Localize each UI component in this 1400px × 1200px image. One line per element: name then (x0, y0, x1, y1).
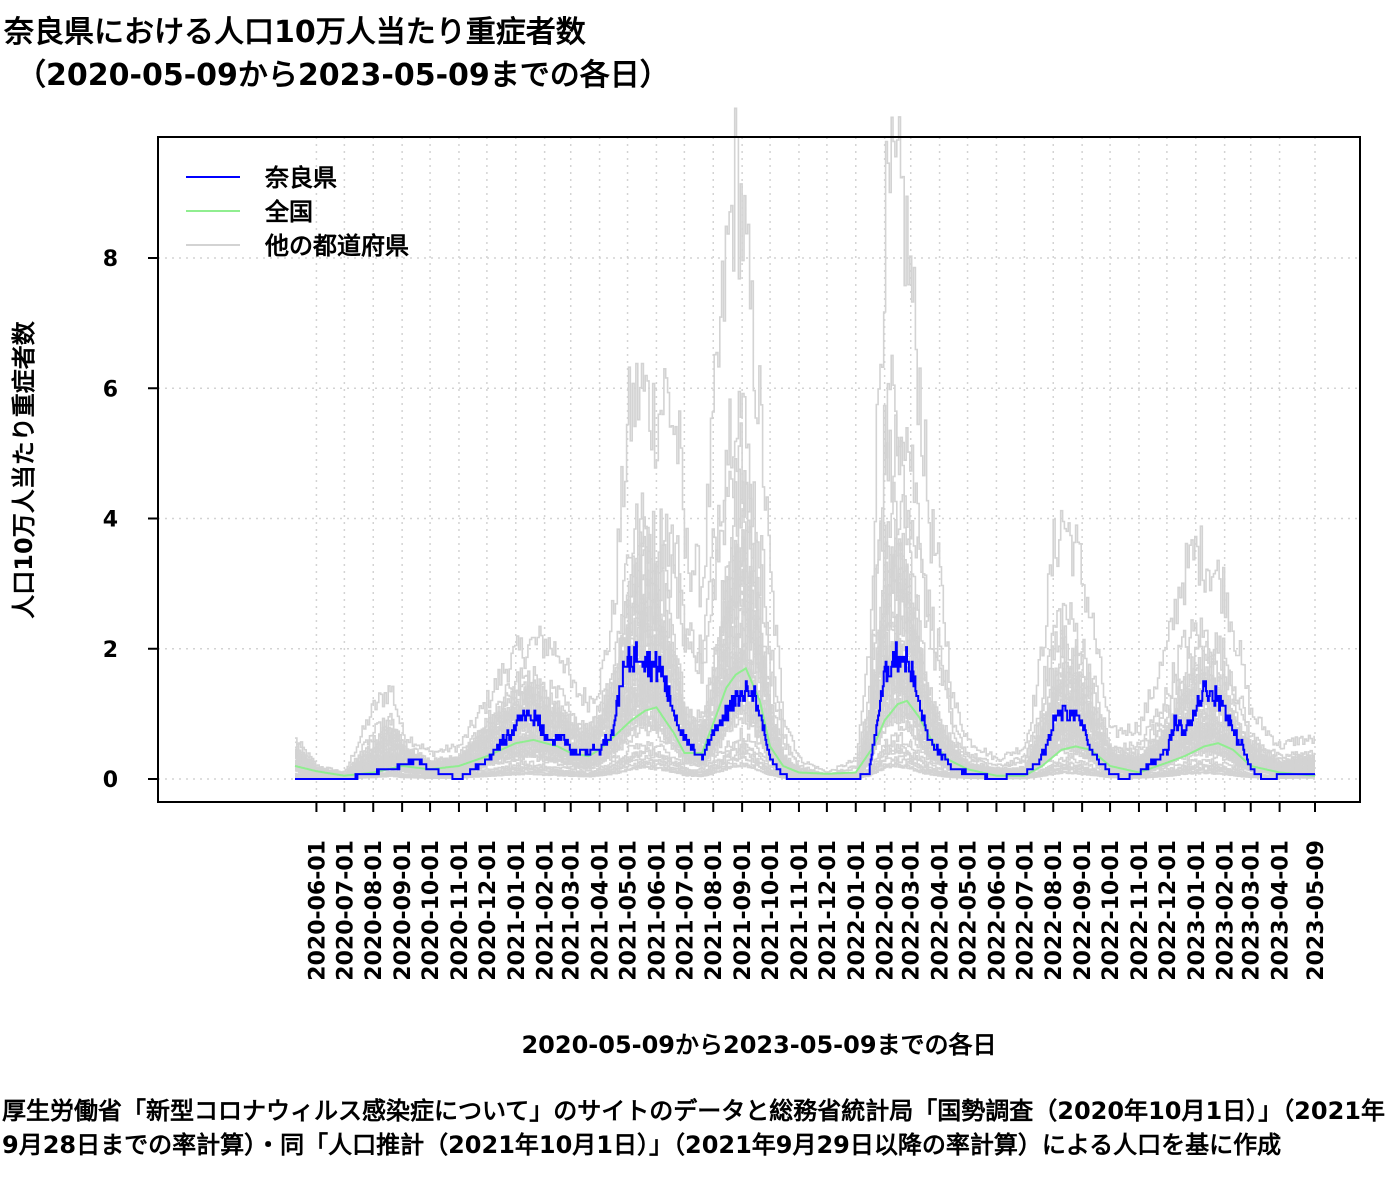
x-tick-label: 2022-10-01 (1099, 840, 1124, 981)
x-tick-label: 2022-01-01 (845, 840, 870, 981)
x-tick-label: 2022-09-01 (1071, 840, 1096, 981)
x-tick-label: 2023-01-01 (1185, 840, 1210, 981)
x-tick-label: 2022-02-01 (874, 840, 899, 981)
plot-frame (157, 136, 1361, 803)
x-tick-label: 2021-08-01 (702, 840, 727, 981)
x-tick-label: 2021-07-01 (673, 840, 698, 981)
x-tick-label: 2022-05-01 (957, 840, 982, 981)
x-tick-label: 2020-10-01 (419, 840, 444, 981)
legend-label-nara: 奈良県 (264, 164, 337, 192)
y-axis: 0 2 4 6 8 (103, 247, 158, 793)
x-tick-label: 2022-07-01 (1013, 840, 1038, 981)
y-tick-label: 2 (103, 638, 118, 663)
y-axis-title: 人口10万人当たり重症者数 (10, 320, 38, 618)
x-axis: 2020-06-01 2020-07-01 2020-08-01 2020-09-01… (305, 802, 1329, 981)
x-tick-label: 2021-06-01 (645, 840, 670, 981)
legend-label-others: 他の都道府県 (264, 232, 409, 260)
x-axis-title: 2020-05-09から2023-05-09までの各日 (521, 1031, 996, 1059)
x-tick-label: 2023-04-01 (1269, 840, 1294, 981)
x-tick-label: 2023-05-09 (1304, 840, 1329, 981)
chart-title-line1: 奈良県における人口10万人当たり重症者数 (4, 15, 586, 50)
x-tick-label: 2022-11-01 (1128, 840, 1153, 981)
x-tick-label: 2020-11-01 (448, 840, 473, 981)
national-line-layer (294, 666, 1315, 777)
chart-title-line2: （2020-05-09から2023-05-09までの各日） (16, 58, 670, 93)
x-tick-label: 2023-03-01 (1240, 840, 1265, 981)
x-tick-label: 2022-03-01 (900, 840, 925, 981)
other-prefectures-lines (295, 107, 1315, 780)
legend: 奈良県 全国 他の都道府県 (186, 164, 409, 260)
legend-label-national: 全国 (264, 198, 313, 226)
source-note: 厚生労働省「新型コロナウィルス感染症について」のサイトのデータと総務省統計局「国… (2, 1097, 1385, 1159)
x-tick-label: 2022-06-01 (985, 840, 1010, 981)
x-tick-label: 2021-03-01 (560, 840, 585, 981)
series-line-other-prefecture (295, 107, 1315, 774)
x-tick-label: 2020-08-01 (362, 840, 387, 981)
x-tick-label: 2022-12-01 (1156, 840, 1181, 981)
x-tick-label: 2020-06-01 (305, 840, 330, 981)
y-tick-label: 4 (103, 508, 118, 533)
x-tick-label: 2022-04-01 (929, 840, 954, 981)
series-line-nara (295, 641, 1315, 780)
nara-line-layer (295, 641, 1315, 780)
x-tick-label: 2023-02-01 (1214, 840, 1239, 981)
x-tick-label: 2021-12-01 (816, 840, 841, 981)
y-tick-label: 0 (103, 768, 118, 793)
series-line-other-prefecture (295, 529, 1315, 778)
series-line-national (294, 666, 1315, 777)
series-line-other-prefecture (295, 354, 1315, 776)
x-tick-label: 2021-09-01 (731, 840, 756, 981)
x-tick-label: 2021-01-01 (505, 840, 530, 981)
x-tick-label: 2021-02-01 (534, 840, 559, 981)
x-tick-label: 2021-11-01 (788, 840, 813, 981)
x-tick-label: 2022-08-01 (1042, 840, 1067, 981)
x-tick-label: 2021-10-01 (759, 840, 784, 981)
x-tick-label: 2020-07-01 (333, 840, 358, 981)
y-tick-label: 6 (103, 377, 118, 402)
x-tick-label: 2020-09-01 (391, 840, 416, 981)
x-tick-label: 2021-05-01 (617, 840, 642, 981)
x-tick-label: 2020-12-01 (476, 840, 501, 981)
x-tick-label: 2021-04-01 (589, 840, 614, 981)
y-tick-label: 8 (103, 247, 118, 272)
series-line-other-prefecture (295, 414, 1315, 777)
